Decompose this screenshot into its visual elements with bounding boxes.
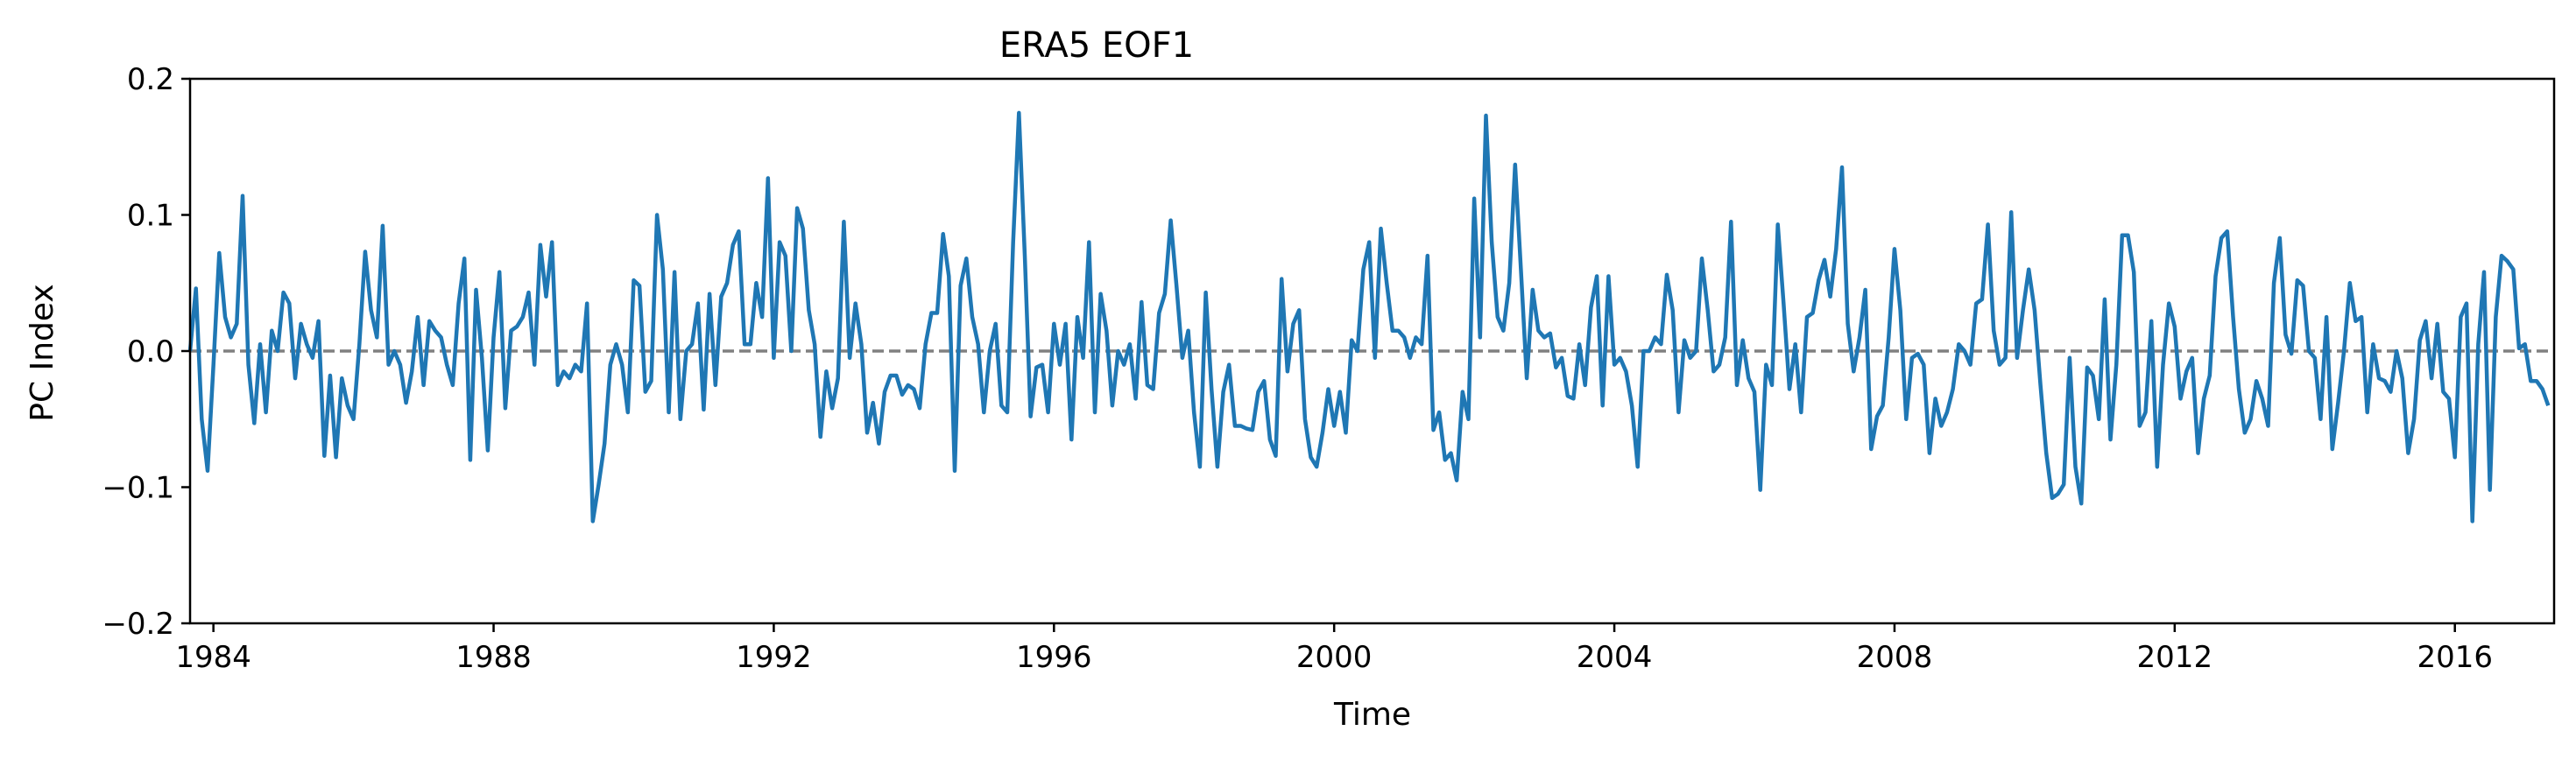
y-tick-label: 0.0	[127, 334, 174, 369]
chart-title: ERA5 EOF1	[999, 25, 1194, 66]
y-axis-title: PC Index	[25, 284, 60, 421]
x-tick-label: 2008	[1857, 640, 1933, 675]
series-line-0	[187, 110, 2551, 524]
x-axis-title: Time	[1333, 697, 1411, 733]
x-tick-label: 1996	[1016, 640, 1092, 675]
x-tick-label: 2004	[1577, 640, 1653, 675]
x-tick-label: 1984	[175, 640, 251, 675]
x-tick-label: 2012	[2137, 640, 2213, 675]
x-tick-label: 2016	[2417, 640, 2493, 675]
y-tick-label: −0.2	[102, 607, 174, 642]
axes: 1984 1988 1992 1996 2000 2004 2008 2012 2016 0.2 0…	[102, 62, 2556, 675]
y-tick-label: −0.1	[102, 471, 174, 506]
x-tick-label: 1992	[736, 640, 812, 675]
x-tick-label: 2000	[1296, 640, 1373, 675]
plot-area	[187, 110, 2554, 524]
x-tick-label: 1988	[455, 640, 532, 675]
y-tick-label: 0.2	[127, 62, 174, 97]
y-tick-label: 0.1	[127, 199, 174, 234]
